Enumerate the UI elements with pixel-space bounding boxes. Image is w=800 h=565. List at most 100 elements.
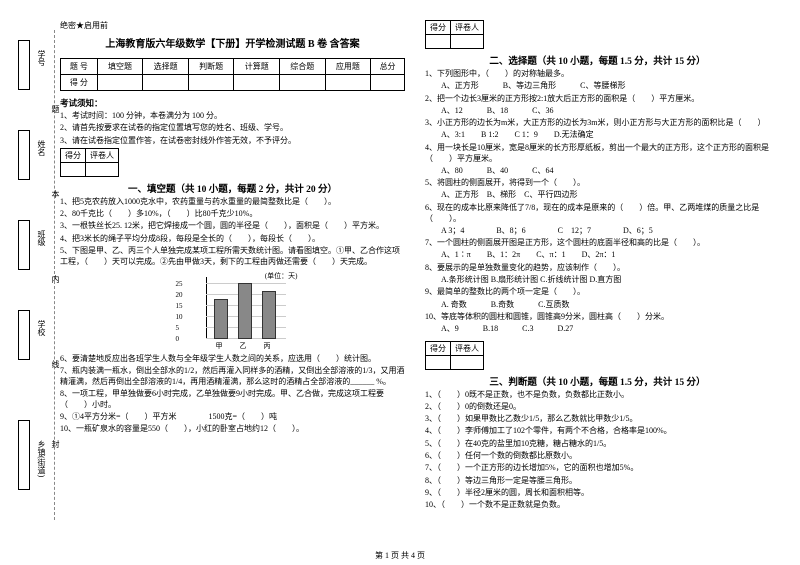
question-line: 9、最简单的整数比的两个项一定是（ ）。 xyxy=(425,287,770,298)
y-label: 15 xyxy=(176,302,183,310)
x-label: 甲 xyxy=(216,341,223,351)
vl-2: 班级 xyxy=(36,230,47,246)
question-line: 2、80千克比（ ）多10%，（ ）比80千克少10%。 xyxy=(60,209,405,220)
question-line: A、80 B、40 C、64 xyxy=(425,166,770,177)
notice-title: 考试须知： xyxy=(60,97,405,109)
question-line: 9、①4平方分米=（ ）平方米 1500克=（ ）吨 xyxy=(60,412,405,423)
score-col: 填空题 xyxy=(97,59,143,75)
question-line: 2、（ ）0的倒数还是0。 xyxy=(425,402,770,413)
y-label: 20 xyxy=(176,291,183,299)
chart-bar xyxy=(262,291,276,339)
question-line: 4、把3米长的绳子平均分成8段，每段是全长的（ ），每段长（ ）。 xyxy=(60,234,405,245)
binding-sidebar: 学号 姓名 班级 学校 乡镇(街道) 题 本 内 线 封 xyxy=(6,10,56,510)
y-label: 5 xyxy=(176,324,180,332)
question-line: A、正方形 B、梯形 C、平行四边形 xyxy=(425,190,770,201)
y-label: 0 xyxy=(176,335,180,343)
x-label: 丙 xyxy=(264,341,271,351)
section-3-title: 三、判断题（共 10 小题，每题 1.5 分，共计 15 分） xyxy=(425,374,770,388)
question-line: A、12 B、18 C、36 xyxy=(425,106,770,117)
question-line: A、9 B.18 C.3 D.27 xyxy=(425,324,770,335)
vb-1 xyxy=(18,130,30,180)
score-col: 计算题 xyxy=(234,59,280,75)
question-line: 8、一项工程，甲单独做要6小时完成，乙单独做要9小时完成。甲、乙合做，完成这项工… xyxy=(60,389,405,411)
score-cell xyxy=(234,75,280,91)
score-cell: 得 分 xyxy=(61,75,98,91)
marker-table-3: 得分评卷人 xyxy=(425,341,484,370)
question-line: A、3:1 B 1:2 C 1：9 D.无法确定 xyxy=(425,130,770,141)
vl-3: 学校 xyxy=(36,320,47,336)
question-line: A. 奇数 B.奇数 C.互质数 xyxy=(425,300,770,311)
bar-chart: (单位：天) 25 20 15 10 5 0 甲 乙 丙 xyxy=(168,271,298,351)
vl-4: 乡镇(街道) xyxy=(36,440,47,477)
question-line: 6、（ ）任何一个数的倒数都比原数小。 xyxy=(425,451,770,462)
section-1-title: 一、填空题（共 10 小题，每题 2 分，共计 20 分） xyxy=(60,181,405,195)
score-col: 总分 xyxy=(371,59,405,75)
question-line: 7、瓶内装满一瓶水，倒出全部水的1/2，然后再灌入同样多的酒精，又倒出全部溶液的… xyxy=(60,366,405,388)
question-line: 6、要清楚地反应出各班学生人数与全年级学生人数之间的关系，应选用（ ）统计图。 xyxy=(60,354,405,365)
score-cell xyxy=(97,75,143,91)
score-cell xyxy=(143,75,189,91)
dp-1: 线 xyxy=(50,360,61,368)
question-line: 5、下图是甲、乙、丙三个人单独完成某项工程所需天数统计图。请看图填空。①甲、乙合… xyxy=(60,246,405,268)
question-line: 2、把一个边长3厘米的正方形按2:1放大后正方形的面积是（ ）平方厘米。 xyxy=(425,94,770,105)
marker-table-2: 得分评卷人 xyxy=(425,20,484,49)
question-line: 5、将圆柱的侧面展开，将得到一个（ ）。 xyxy=(425,178,770,189)
question-line: 5、（ ）在40克的盐里加10克糖，糖占糖水的1/5。 xyxy=(425,439,770,450)
question-line: A 3；4 B、8；6 C 12；7 D、6；5 xyxy=(425,226,770,237)
vb-4 xyxy=(18,420,30,490)
question-line: 1、下列图形中，（ ）的对称轴最多。 xyxy=(425,69,770,80)
question-line: 8、（ ）等边三角形一定是等腰三角形。 xyxy=(425,476,770,487)
secret-label: 绝密★启用前 xyxy=(60,20,405,31)
question-line: 6、现在的成本比原来降低了7/8，现在的成本是原来的（ ）倍。甲、乙两堆煤的质量… xyxy=(425,203,770,225)
left-column: 绝密★启用前 上海教育版六年级数学【下册】开学检测试题 B 卷 含答案 题 号填… xyxy=(60,20,405,513)
right-column: 得分评卷人 二、选择题（共 10 小题，每题 1.5 分，共计 15 分） 1、… xyxy=(425,20,770,513)
vl-1: 姓名 xyxy=(36,140,47,156)
y-label: 10 xyxy=(176,313,183,321)
question-line: 7、一个圆柱的侧面展开图是正方形，这个圆柱的底面半径和高的比是（ ）。 xyxy=(425,238,770,249)
chart-unit: (单位：天) xyxy=(265,271,298,281)
score-col: 判断题 xyxy=(188,59,234,75)
question-line: A、正方形 B、等边三角形 C、等腰梯形 xyxy=(425,81,770,92)
score-cell xyxy=(280,75,326,91)
score-table: 题 号填空题选择题判断题计算题综合题应用题总分 得 分 xyxy=(60,58,405,91)
question-line: 3、小正方形的边长为m米，大正方形的边长为3m米，则小正方形与大正方形的面积比是… xyxy=(425,118,770,129)
question-line: 10、（ ）一个数不是正数就是负数。 xyxy=(425,500,770,511)
dp-mark: 本 xyxy=(50,190,61,198)
section-2-title: 二、选择题（共 10 小题，每题 1.5 分，共计 15 分） xyxy=(425,53,770,67)
question-line: 4、（ ）李师傅加工了102个零件，有两个不合格，合格率是100%。 xyxy=(425,426,770,437)
question-line: A.条形统计图 B.扇形统计图 C.折线统计图 D.直方图 xyxy=(425,275,770,286)
question-line: 9、（ ）半径2厘米的圆，周长和面积相等。 xyxy=(425,488,770,499)
question-line: 8、要展示的是单独数量变化的趋势，应该制作（ ）。 xyxy=(425,263,770,274)
dp-0: 内 xyxy=(50,275,61,283)
chart-bar xyxy=(238,283,252,339)
score-col: 综合题 xyxy=(280,59,326,75)
y-label: 25 xyxy=(176,280,183,288)
vb-0 xyxy=(18,40,30,90)
score-cell xyxy=(371,75,405,91)
notice-3: 3、请在试卷指定位置作答，在试卷密封线外作答无效，不予评分。 xyxy=(60,136,405,147)
score-col: 应用题 xyxy=(325,59,371,75)
question-line: 10、等底等体积的圆柱和圆锥，圆锥高9分米，圆柱高（ ）分米。 xyxy=(425,312,770,323)
chart-bar xyxy=(214,299,228,339)
score-cell xyxy=(325,75,371,91)
score-col: 题 号 xyxy=(61,59,98,75)
question-line: 3、（ ）如果甲数比乙数少1/5，那么乙数就比甲数少1/5。 xyxy=(425,414,770,425)
x-label: 乙 xyxy=(240,341,247,351)
score-col: 选择题 xyxy=(143,59,189,75)
vb-3 xyxy=(18,310,30,360)
vb-2 xyxy=(18,220,30,270)
question-line: A、1∶π B、1：2π C、π：1 D、2π：1 xyxy=(425,250,770,261)
question-line: 1、把5克农药放入1000克水中，农药重量与药水重量的最简整数比是（ ）。 xyxy=(60,197,405,208)
question-line: 4、用一块长是10厘米，宽是8厘米的长方形厚纸板，剪出一个最大的正方形，这个正方… xyxy=(425,143,770,165)
vl-0: 学号 xyxy=(36,50,47,66)
question-line: 3、一根铁丝长25. 12米，把它焊接成一个圆，圆的半径是（ ），面积是（ ）平… xyxy=(60,221,405,232)
dp-3: 题 xyxy=(50,105,61,113)
page-footer: 第 1 页 共 4 页 xyxy=(0,550,800,561)
notice-2: 2、请首先按要求在试卷的指定位置填写您的姓名、班级、学号。 xyxy=(60,123,405,134)
question-line: 10、一瓶矿泉水的容量是550（ ），小红的卧室占地约12（ ）。 xyxy=(60,424,405,435)
dp-2: 封 xyxy=(50,440,61,448)
exam-title: 上海教育版六年级数学【下册】开学检测试题 B 卷 含答案 xyxy=(60,35,405,50)
notice-1: 1、考试时间：100 分钟，本卷满分为 100 分。 xyxy=(60,111,405,122)
score-cell xyxy=(188,75,234,91)
marker-table-1: 得分评卷人 xyxy=(60,148,119,177)
